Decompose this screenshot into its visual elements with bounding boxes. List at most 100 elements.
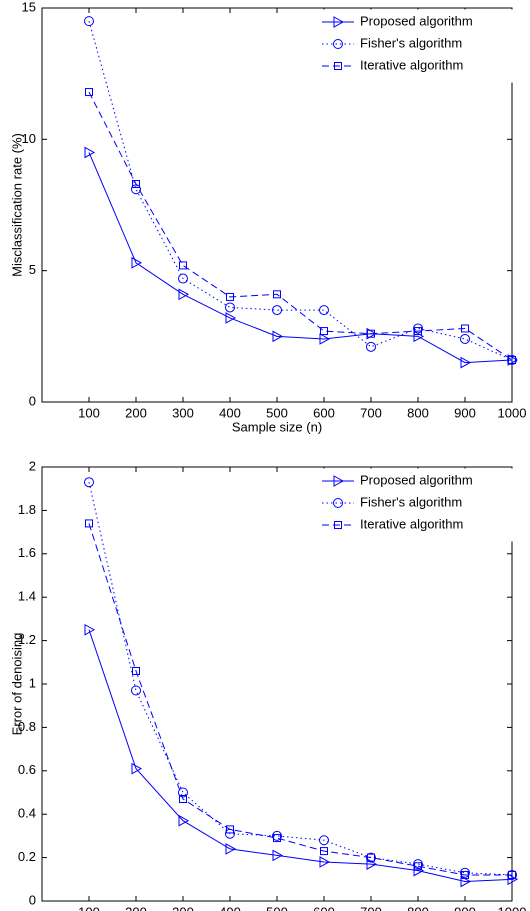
marker <box>272 305 282 316</box>
series-line <box>88 152 513 364</box>
marker <box>461 324 469 333</box>
y-tick-label: 0 <box>29 393 36 408</box>
legend-label: Fisher's algorithm <box>360 494 462 509</box>
marker <box>178 814 190 827</box>
marker <box>226 292 234 301</box>
marker <box>508 870 516 879</box>
legend-label: Iterative algorithm <box>360 516 463 531</box>
x-tick-label: 300 <box>172 904 194 911</box>
marker <box>334 521 342 529</box>
y-tick-label: 0.4 <box>18 806 36 821</box>
marker <box>461 870 469 879</box>
x-tick-label: 500 <box>266 904 288 911</box>
marker <box>507 873 519 886</box>
series-line <box>88 523 512 876</box>
y-tick-label: 0.6 <box>18 762 36 777</box>
x-tick-label: 100 <box>78 904 100 911</box>
marker <box>226 825 234 834</box>
x-axis-label: Sample size (n) <box>232 419 322 434</box>
marker <box>414 862 422 871</box>
y-tick-label: 1.2 <box>18 632 36 647</box>
marker <box>319 333 331 345</box>
marker <box>84 477 94 488</box>
marker <box>131 256 143 269</box>
y-tick-label: 0.8 <box>18 719 36 734</box>
marker <box>366 852 376 863</box>
x-tick-label: 100 <box>78 405 100 420</box>
y-axis-label: Misclassification rate (%) <box>9 133 24 277</box>
marker <box>85 88 93 97</box>
x-tick-label: 800 <box>407 405 429 420</box>
marker <box>84 146 96 159</box>
marker <box>414 327 422 336</box>
marker <box>460 867 470 878</box>
x-tick-label: 200 <box>125 904 147 911</box>
marker <box>178 273 188 284</box>
y-tick-label: 0.2 <box>18 849 36 864</box>
y-tick-label: 1.4 <box>18 589 36 604</box>
x-tick-label: 1000 <box>498 904 527 911</box>
x-tick-label: 700 <box>360 904 382 911</box>
x-tick-label: 900 <box>454 405 476 420</box>
x-tick-label: 600 <box>313 405 335 420</box>
x-tick-label: 500 <box>266 405 288 420</box>
marker <box>320 847 328 856</box>
marker <box>132 179 140 188</box>
marker <box>131 685 141 696</box>
y-tick-label: 1 <box>29 675 36 690</box>
y-tick-label: 1.8 <box>18 502 36 517</box>
y-tick-label: 2 <box>29 458 36 473</box>
marker <box>272 849 284 862</box>
marker <box>132 666 140 675</box>
x-tick-label: 400 <box>219 904 241 911</box>
marker <box>272 330 284 343</box>
marker <box>333 39 343 49</box>
x-tick-label: 700 <box>360 405 382 420</box>
marker <box>460 333 470 344</box>
marker <box>131 762 143 775</box>
y-axis-label: Error of denoising <box>9 633 24 736</box>
x-tick-label: 600 <box>313 904 335 911</box>
y-tick-label: 10 <box>22 131 36 146</box>
marker <box>333 475 345 487</box>
legend-label: Fisher's algorithm <box>360 35 462 50</box>
marker <box>413 323 423 334</box>
marker <box>84 623 96 636</box>
legend-label: Iterative algorithm <box>360 57 463 72</box>
y-tick-label: 15 <box>22 0 36 14</box>
marker <box>333 16 345 28</box>
x-tick-label: 200 <box>125 405 147 420</box>
marker <box>366 341 376 352</box>
marker <box>272 830 282 841</box>
series-line <box>88 91 513 361</box>
marker <box>179 261 187 270</box>
marker <box>319 835 329 846</box>
marker <box>179 795 187 804</box>
marker <box>225 312 237 324</box>
legend-label: Proposed algorithm <box>360 472 473 487</box>
series-line <box>88 629 513 882</box>
marker <box>334 62 342 70</box>
series-line <box>88 20 513 361</box>
marker <box>319 856 331 868</box>
series-line <box>88 482 513 876</box>
marker <box>273 834 281 843</box>
marker <box>225 302 235 313</box>
x-tick-label: 300 <box>172 405 194 420</box>
y-tick-label: 1.6 <box>18 545 36 560</box>
marker <box>178 288 190 301</box>
marker <box>460 875 472 888</box>
marker <box>333 498 343 508</box>
marker <box>413 330 425 343</box>
x-tick-label: 400 <box>219 405 241 420</box>
x-tick-label: 1000 <box>498 405 527 420</box>
marker <box>85 519 93 528</box>
marker <box>319 305 329 316</box>
marker <box>273 290 281 299</box>
legend-label: Proposed algorithm <box>360 13 473 28</box>
marker <box>367 853 375 862</box>
marker <box>507 354 517 365</box>
y-tick-label: 0 <box>29 892 36 907</box>
marker <box>320 327 328 336</box>
